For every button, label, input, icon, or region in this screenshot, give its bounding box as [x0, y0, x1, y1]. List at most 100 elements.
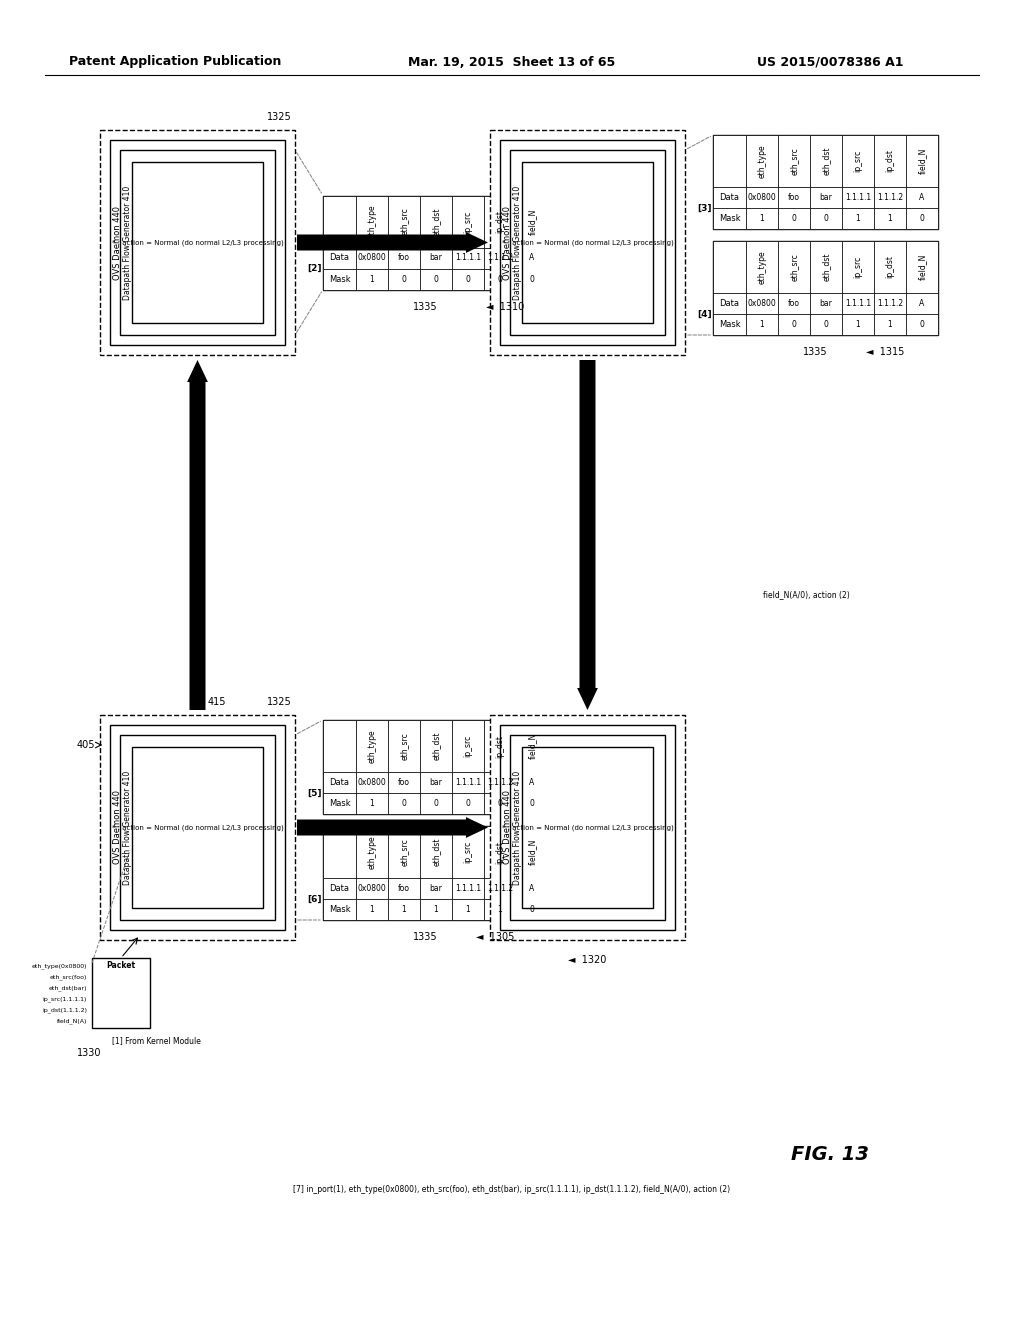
Bar	[484, 826, 516, 878]
Bar	[356, 268, 388, 289]
Text: OVS Daemon 440: OVS Daemon 440	[504, 791, 512, 865]
Bar	[420, 793, 452, 814]
Text: 1: 1	[370, 275, 375, 284]
Text: 0: 0	[466, 799, 470, 808]
Bar	[500, 140, 675, 345]
Bar	[778, 314, 810, 335]
Bar	[388, 248, 420, 268]
Bar	[452, 268, 484, 289]
Bar	[323, 878, 356, 899]
Bar	[323, 195, 356, 248]
Text: bar: bar	[429, 777, 442, 787]
Text: 0: 0	[792, 214, 797, 223]
Text: eth_src: eth_src	[399, 838, 409, 866]
Text: 0: 0	[498, 275, 503, 284]
Text: ip_src: ip_src	[853, 256, 862, 279]
Text: 0x0800: 0x0800	[357, 884, 386, 894]
Text: Mask: Mask	[719, 319, 740, 329]
Bar	[516, 772, 548, 793]
Text: Data: Data	[720, 193, 739, 202]
Text: [2]: [2]	[308, 264, 323, 273]
Text: [1] From Kernel Module: [1] From Kernel Module	[112, 1036, 201, 1045]
Text: 1330: 1330	[77, 1048, 101, 1059]
Bar	[490, 715, 685, 940]
Bar	[484, 793, 516, 814]
Bar	[388, 899, 420, 920]
Bar	[516, 878, 548, 899]
Polygon shape	[297, 232, 488, 253]
Bar	[522, 747, 653, 908]
Bar	[388, 826, 420, 878]
Text: field_N: field_N	[918, 253, 927, 280]
Text: 0: 0	[529, 906, 535, 913]
Text: field_N(A): field_N(A)	[56, 1018, 87, 1024]
Text: bar: bar	[429, 253, 442, 263]
Bar	[874, 135, 906, 187]
Text: bar: bar	[429, 884, 442, 894]
Text: 1: 1	[760, 214, 764, 223]
Text: 1: 1	[888, 319, 892, 329]
Bar	[713, 293, 746, 314]
Text: 1: 1	[370, 906, 375, 913]
Bar	[323, 719, 356, 772]
Text: 1.1.1.2: 1.1.1.2	[487, 884, 513, 894]
Text: eth_dst(bar): eth_dst(bar)	[48, 985, 87, 991]
Text: 0: 0	[920, 319, 925, 329]
Bar	[452, 195, 484, 248]
Text: 0: 0	[529, 799, 535, 808]
Text: ip_src: ip_src	[853, 150, 862, 172]
Text: Data: Data	[720, 300, 739, 308]
Bar	[778, 135, 810, 187]
Bar	[500, 725, 675, 931]
Text: field_N: field_N	[527, 838, 537, 865]
Text: field_N: field_N	[918, 148, 927, 174]
Text: 0: 0	[823, 214, 828, 223]
Text: eth_src: eth_src	[790, 253, 799, 281]
Text: 0: 0	[433, 275, 438, 284]
Text: OVS Daemon 440: OVS Daemon 440	[504, 206, 512, 280]
Text: Data: Data	[330, 253, 349, 263]
Bar	[906, 314, 938, 335]
Text: eth_dst: eth_dst	[431, 731, 440, 760]
Bar	[120, 150, 275, 335]
Bar	[906, 242, 938, 293]
Bar	[490, 129, 685, 355]
Text: foo: foo	[398, 884, 410, 894]
Text: 1: 1	[433, 906, 438, 913]
Bar	[906, 135, 938, 187]
Text: 1335: 1335	[803, 347, 827, 356]
Polygon shape	[187, 360, 208, 710]
Text: Mar. 19, 2015  Sheet 13 of 65: Mar. 19, 2015 Sheet 13 of 65	[409, 55, 615, 69]
Bar	[713, 314, 746, 335]
Bar	[778, 209, 810, 228]
Text: Data: Data	[330, 884, 349, 894]
Text: US 2015/0078386 A1: US 2015/0078386 A1	[757, 55, 903, 69]
Bar	[110, 140, 285, 345]
Bar	[906, 187, 938, 209]
Text: 0: 0	[529, 275, 535, 284]
Bar	[746, 293, 778, 314]
Bar	[356, 772, 388, 793]
Text: ip_src: ip_src	[464, 841, 472, 863]
Text: eth_type: eth_type	[758, 251, 767, 284]
Bar	[323, 793, 356, 814]
Text: Mask: Mask	[719, 214, 740, 223]
Text: eth_type: eth_type	[368, 836, 377, 869]
Bar	[906, 209, 938, 228]
Text: field_N: field_N	[527, 733, 537, 759]
Bar	[323, 248, 356, 268]
Text: 1: 1	[466, 906, 470, 913]
Text: 1325: 1325	[267, 112, 292, 121]
Bar	[522, 162, 653, 323]
Text: ip_src(1.1.1.1): ip_src(1.1.1.1)	[43, 997, 87, 1002]
Bar	[323, 268, 356, 289]
Bar	[516, 719, 548, 772]
Text: 1325: 1325	[267, 697, 292, 708]
Bar	[420, 268, 452, 289]
Bar	[120, 735, 275, 920]
Text: OVS Daemon 440: OVS Daemon 440	[114, 206, 123, 280]
Text: Datapath Flow Generator 410: Datapath Flow Generator 410	[124, 771, 132, 884]
Bar	[356, 899, 388, 920]
Bar	[100, 715, 295, 940]
Bar	[452, 878, 484, 899]
